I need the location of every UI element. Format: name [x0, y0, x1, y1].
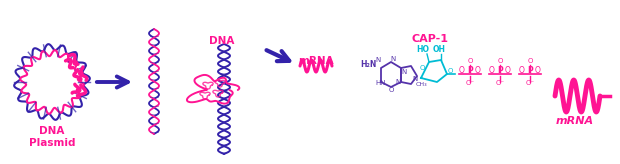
Text: O: O: [497, 58, 503, 64]
Text: O: O: [519, 66, 525, 75]
Text: HN: HN: [376, 80, 386, 86]
Text: O: O: [419, 65, 425, 71]
Text: O: O: [528, 58, 533, 64]
Text: P: P: [467, 66, 473, 75]
Text: HO: HO: [417, 45, 430, 54]
Text: O: O: [505, 66, 511, 75]
Text: N: N: [375, 57, 381, 63]
Text: N: N: [396, 79, 401, 85]
Text: mRNA: mRNA: [556, 116, 594, 126]
Text: CAP-1: CAP-1: [412, 34, 448, 44]
Text: DNA
Plasmid: DNA Plasmid: [29, 126, 75, 148]
Text: mRNA: mRNA: [298, 56, 334, 66]
Text: P: P: [497, 66, 503, 75]
Text: O⁻: O⁻: [466, 80, 474, 86]
Text: N: N: [401, 69, 407, 75]
Text: DNA: DNA: [210, 36, 235, 46]
Text: O⁻: O⁻: [525, 80, 534, 86]
Text: CH₃: CH₃: [415, 82, 427, 87]
Text: OH: OH: [433, 45, 446, 54]
Text: O: O: [535, 66, 541, 75]
Text: O: O: [388, 87, 394, 93]
Text: O: O: [447, 68, 453, 74]
Text: O: O: [489, 66, 495, 75]
Text: O⁻: O⁻: [495, 80, 505, 86]
Text: O: O: [467, 58, 472, 64]
Text: N: N: [391, 56, 396, 62]
Text: P: P: [527, 66, 533, 75]
Text: O: O: [459, 66, 465, 75]
Text: O: O: [475, 66, 481, 75]
Text: N: N: [412, 76, 418, 82]
Text: H₂N: H₂N: [360, 60, 376, 69]
